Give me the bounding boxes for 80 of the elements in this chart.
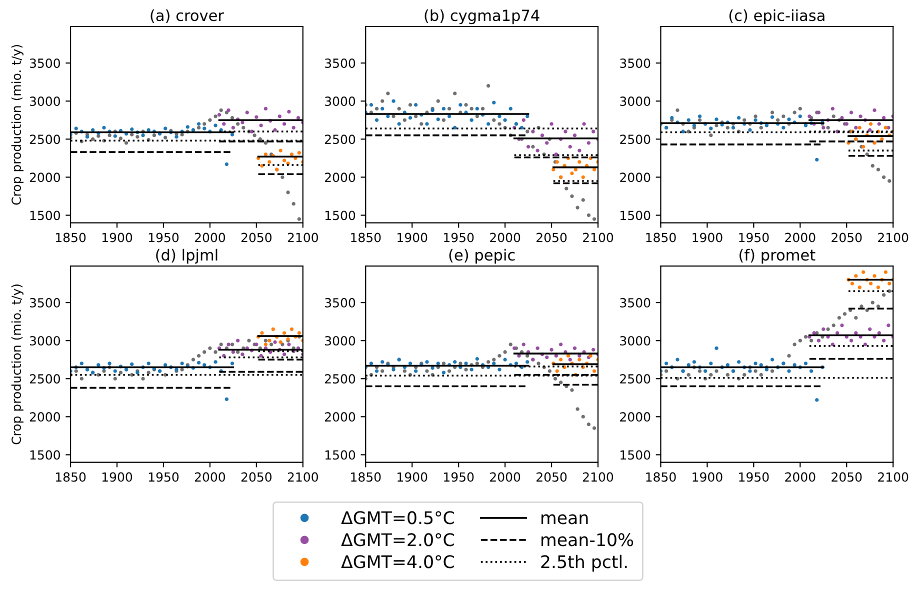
y-tick-label: 3000 <box>620 336 650 346</box>
y-tick-label: 3000 <box>325 96 356 106</box>
x-tick-label: 2050 <box>241 232 272 242</box>
x-tick-label: 1850 <box>56 232 86 242</box>
x-tick-label: 1950 <box>148 472 179 482</box>
x-tick-label: 2100 <box>583 232 614 242</box>
y-tick-label: 3500 <box>325 58 356 68</box>
y-tick-label: 2000 <box>620 412 650 422</box>
legend-label: ΔGMT=4.0°C <box>341 555 454 568</box>
y-tick-label: 2000 <box>30 412 60 422</box>
y-tick-label: 1500 <box>30 450 60 460</box>
x-tick-label: 2100 <box>288 232 318 242</box>
x-tick-label: 2000 <box>490 232 520 242</box>
x-tick-label: 1950 <box>444 472 474 482</box>
y-tick-label: 3000 <box>30 96 60 106</box>
chart-title: (f) promet <box>740 248 816 264</box>
y-tick-label: 3500 <box>325 298 356 308</box>
x-tick-label: 1950 <box>444 232 474 242</box>
y-tick-label: 1500 <box>325 210 356 220</box>
y-tick-label: 3500 <box>620 58 650 68</box>
x-tick-label: 2000 <box>194 232 226 242</box>
x-tick-label: 2050 <box>832 232 862 242</box>
x-tick-label: 2100 <box>878 232 908 242</box>
y-tick-label: 3000 <box>620 96 650 106</box>
chart-title: (c) epic-iiasa <box>729 9 824 24</box>
y-tick-label: 2500 <box>325 134 356 144</box>
x-tick-label: 2000 <box>785 472 816 482</box>
chart-title: (b) cygma1p74 <box>424 9 540 24</box>
y-tick-label: 3500 <box>30 58 60 68</box>
x-tick-label: 1900 <box>398 472 428 482</box>
x-tick-label: 2050 <box>536 472 567 482</box>
y-tick-label: 2500 <box>620 134 650 144</box>
x-tick-label: 1850 <box>351 232 381 242</box>
legend-label: mean <box>542 514 588 524</box>
x-tick-label: 1900 <box>692 232 722 242</box>
y-tick-label: 3500 <box>30 298 60 308</box>
chart-title: (d) lpjml <box>156 248 218 264</box>
x-tick-label: 2050 <box>832 472 862 482</box>
x-tick-label: 2000 <box>785 232 816 242</box>
y-tick-label: 1500 <box>30 210 60 220</box>
y-axis-title: Crop production (mio. t/y) <box>11 44 24 205</box>
x-tick-label: 1900 <box>102 232 132 242</box>
x-tick-label: 2050 <box>536 232 567 242</box>
y-tick-label: 2000 <box>325 172 356 182</box>
x-tick-label: 1900 <box>692 472 722 482</box>
y-tick-label: 1500 <box>620 450 650 460</box>
x-tick-label: 2100 <box>878 472 908 482</box>
x-tick-label: 2100 <box>288 472 318 482</box>
chart-title: (a) crover <box>150 9 224 23</box>
legend-label: 2.5th pctl. <box>541 554 627 572</box>
x-tick-label: 1950 <box>739 472 769 482</box>
x-tick-label: 1950 <box>739 232 769 242</box>
y-tick-label: 2000 <box>30 172 60 182</box>
chart-title: (e) pepic <box>449 248 515 264</box>
legend-label: mean-10% <box>542 533 634 546</box>
x-tick-label: 1850 <box>56 472 86 482</box>
x-tick-label: 1850 <box>351 472 381 482</box>
y-tick-label: 1500 <box>620 210 650 220</box>
y-tick-label: 3000 <box>30 336 60 346</box>
y-tick-label: 3500 <box>620 298 650 308</box>
y-tick-label: 2500 <box>30 134 60 144</box>
x-tick-label: 2050 <box>241 472 272 482</box>
y-axis-title: Crop production (mio. t/y) <box>11 284 24 444</box>
x-tick-label: 1950 <box>148 232 179 242</box>
y-tick-label: 3000 <box>325 336 356 346</box>
legend-label: ΔGMT=2.0°C <box>341 533 454 546</box>
y-tick-label: 2500 <box>30 374 60 384</box>
x-tick-label: 1900 <box>102 472 132 482</box>
y-tick-label: 1500 <box>325 450 356 460</box>
x-tick-label: 1850 <box>646 232 676 242</box>
legend-label: ΔGMT=0.5°C <box>341 511 454 524</box>
x-tick-label: 2100 <box>583 472 614 482</box>
y-tick-label: 2500 <box>620 374 650 384</box>
y-tick-label: 2000 <box>620 172 650 182</box>
x-tick-label: 1900 <box>398 232 428 242</box>
y-tick-label: 2000 <box>325 412 356 422</box>
x-tick-label: 2000 <box>194 472 226 482</box>
x-tick-label: 2000 <box>490 472 520 482</box>
x-tick-label: 1850 <box>646 472 676 482</box>
y-tick-label: 2500 <box>325 374 356 384</box>
